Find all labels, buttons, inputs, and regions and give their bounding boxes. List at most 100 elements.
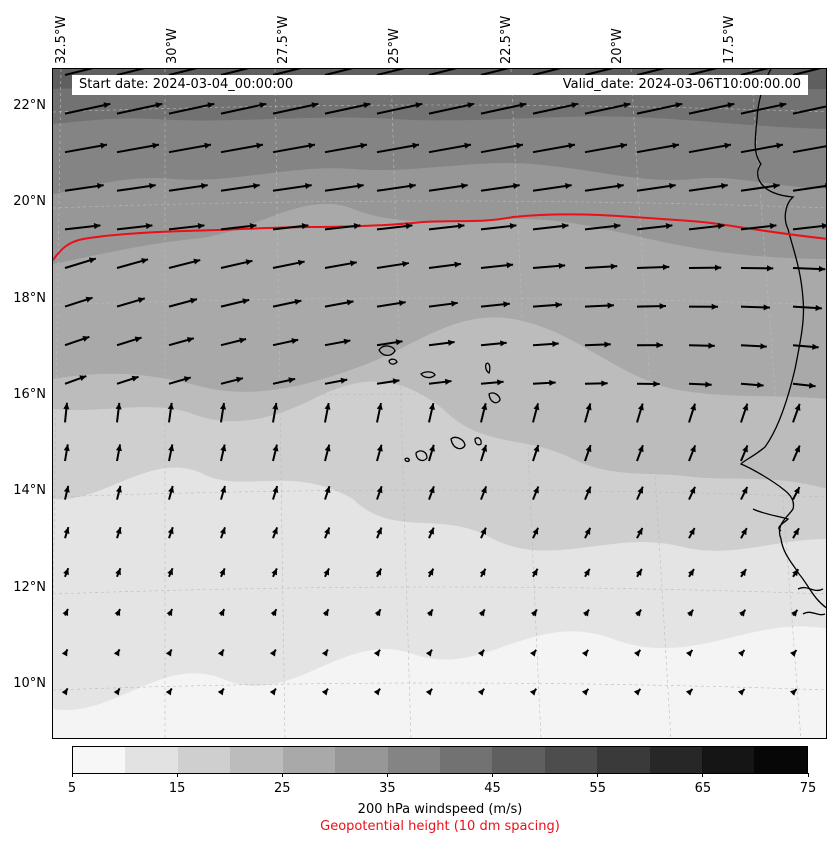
wind-arrow <box>272 142 316 154</box>
wind-arrow <box>220 376 244 385</box>
wind-arrow <box>790 649 798 657</box>
wind-arrow <box>376 444 383 462</box>
wind-arrow <box>688 444 697 462</box>
contour-legend-label: Geopotential height (10 dm spacing) <box>320 819 560 834</box>
wind-arrow <box>532 379 556 386</box>
wind-arrow <box>324 485 331 500</box>
colorbar-tick-label: 15 <box>168 781 186 796</box>
wind-arrow <box>633 688 642 696</box>
wind-arrow <box>168 102 215 115</box>
wind-arrow <box>584 223 621 231</box>
wind-arrow <box>636 223 673 231</box>
colorbar-swatch <box>649 747 703 773</box>
wind-arrow <box>687 609 695 617</box>
wind-arrow <box>792 445 801 462</box>
west-africa-coastline <box>740 69 826 609</box>
graticule <box>53 69 826 738</box>
meridian-gridline <box>510 69 542 738</box>
wind-arrow <box>688 264 722 271</box>
wind-arrow <box>688 303 718 310</box>
wind-arrow <box>321 688 329 696</box>
parallel-gridline <box>53 200 826 209</box>
wind-arrow <box>792 527 800 539</box>
lat-label-22n: 22°N <box>13 98 46 113</box>
wind-arrow <box>428 261 462 269</box>
wind-arrow <box>480 69 510 76</box>
wind-arrow <box>532 301 562 308</box>
wind-arrow <box>168 297 198 308</box>
wind-arrow <box>220 259 253 269</box>
wind-arrow <box>272 402 279 423</box>
wind-arrow <box>168 142 212 154</box>
colorbar-swatch <box>230 747 283 773</box>
wind-arrow <box>116 375 139 385</box>
wind-arrow <box>374 608 382 617</box>
wind-arrow <box>740 381 764 389</box>
wind-arrow <box>428 300 458 308</box>
wind-arrow <box>427 568 435 578</box>
wind-arrow <box>376 183 416 192</box>
colorbar-tick-mark <box>807 773 809 777</box>
wind-arrow <box>220 485 227 500</box>
wind-arrow <box>688 223 725 231</box>
wind-arrow <box>373 649 381 657</box>
wind-arrow <box>219 526 226 539</box>
wind-arrow <box>478 608 486 617</box>
wind-arrow <box>688 102 735 115</box>
wind-arrow <box>636 342 663 349</box>
wind-arrow <box>324 102 371 115</box>
wind-arrow <box>64 223 101 231</box>
wind-arrow <box>425 688 433 696</box>
wind-arrow <box>685 688 694 696</box>
colorbar-tick-label: 45 <box>484 781 501 796</box>
wind-arrow <box>114 608 121 617</box>
lat-label-10n: 10°N <box>13 676 46 691</box>
wind-arrow <box>428 527 435 539</box>
wind-arrow <box>63 485 70 500</box>
wind-arrow <box>168 337 195 347</box>
wind-arrow <box>428 223 465 231</box>
wind-arrow <box>636 264 670 271</box>
wind-arrow <box>477 688 485 696</box>
wind-arrow <box>219 567 226 578</box>
wind-arrow <box>792 343 819 350</box>
colorbar-swatch <box>544 747 598 773</box>
meridian-gridline <box>274 69 286 738</box>
wind-arrow <box>428 402 435 423</box>
wind-arrow <box>636 69 666 76</box>
wind-arrow <box>322 608 330 617</box>
lat-label-16n: 16°N <box>13 387 46 402</box>
wind-arrow <box>584 302 614 309</box>
wind-arrow <box>584 380 608 387</box>
wind-arrow <box>477 649 485 657</box>
wind-arrow <box>792 183 826 192</box>
wind-arrow <box>634 609 642 617</box>
wind-arrow <box>532 69 562 76</box>
wind-arrow <box>479 568 487 578</box>
wind-arrow <box>61 687 69 696</box>
wind-arrow <box>584 183 624 192</box>
wind-arrow <box>220 102 267 115</box>
wind-arrow <box>271 568 278 578</box>
wind-vectors <box>61 69 826 696</box>
wind-arrow <box>792 382 816 389</box>
wind-arrow <box>789 688 798 696</box>
wind-arrow <box>532 403 540 423</box>
wind-arrow <box>324 142 368 154</box>
parallel-gridline <box>53 586 826 595</box>
wind-arrow <box>116 336 142 347</box>
wind-arrow <box>272 338 299 347</box>
wind-arrow <box>220 223 257 231</box>
wind-arrow <box>480 301 510 308</box>
wind-arrow <box>376 69 406 76</box>
wind-arrow <box>792 223 826 231</box>
longitude-labels: 32.5°W 30°W 27.5°W 25°W 22.5°W 20°W 17.5… <box>0 0 837 68</box>
wind-arrow <box>529 688 538 696</box>
lon-label-27-5w: 27.5°W <box>276 15 291 64</box>
wind-arrow <box>584 444 592 462</box>
wind-arrow <box>272 377 296 385</box>
wind-arrow <box>168 376 192 385</box>
wind-arrow <box>64 375 87 385</box>
wind-arrow <box>480 527 487 539</box>
wind-arrow <box>64 183 104 192</box>
